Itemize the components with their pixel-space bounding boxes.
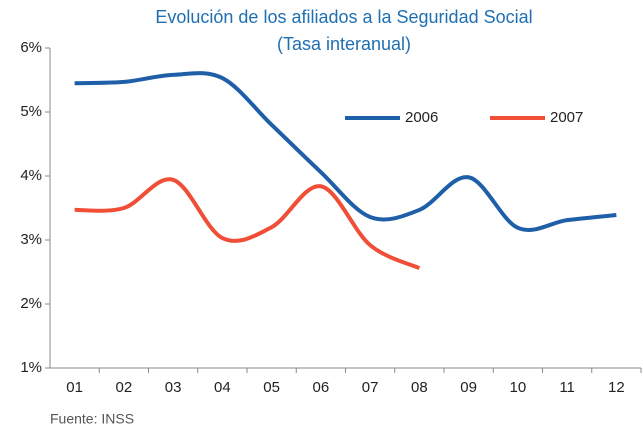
x-tick-label: 06 (313, 379, 330, 396)
y-tick-label: 2% (20, 295, 42, 312)
x-tick-label: 10 (510, 379, 527, 396)
chart-title: Evolución de los afiliados a la Segurida… (155, 7, 532, 27)
legend-label: 2006 (405, 109, 438, 126)
x-tick-label: 07 (362, 379, 379, 396)
source: Fuente: INSS (50, 411, 134, 427)
x-tick-label: 09 (460, 379, 477, 396)
y-tick-label: 5% (20, 103, 42, 120)
chart-subtitle: (Tasa interanual) (277, 34, 411, 54)
x-tick-label: 05 (263, 379, 280, 396)
x-tick-label: 01 (66, 379, 83, 396)
x-tick-label: 03 (165, 379, 182, 396)
line-2007 (74, 177, 421, 271)
x-tick-label: 12 (608, 379, 625, 396)
y-tick-label: 6% (20, 39, 42, 56)
y-tick-label: 4% (20, 167, 42, 184)
line-2006 (74, 71, 617, 232)
legend-label: 2007 (550, 109, 583, 126)
x-tick-label: 02 (116, 379, 133, 396)
x-tick-label: 11 (559, 379, 575, 396)
y-tick-label: 1% (20, 359, 42, 376)
x-tick-label: 04 (214, 379, 231, 396)
y-tick-label: 3% (20, 231, 42, 248)
x-tick-label: 08 (411, 379, 428, 396)
